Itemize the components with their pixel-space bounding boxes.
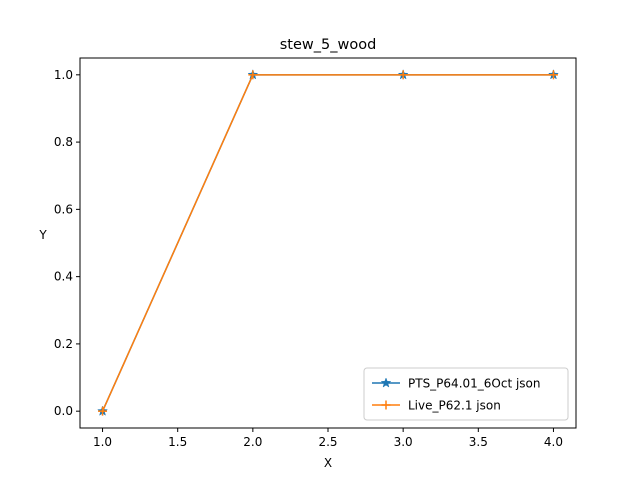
plot-frame [79,57,577,429]
y-tick-label: 0.4 [54,270,73,284]
series-line [101,74,554,412]
data-point [98,406,108,416]
y-axis-ticks: 0.0 0.2 0.4 0.6 0.8 1.0 [54,68,80,418]
y-axis-label: Y [38,228,47,242]
legend-box [363,367,569,421]
plot-content [97,69,559,416]
x-tick-label: 1.5 [168,435,187,449]
x-axis-label: X [324,456,332,470]
y-tick-label: 0.0 [54,404,73,418]
legend: PTS_P64.01_6Oct json Live_P62.1 json [363,367,569,421]
series-2 [98,70,558,416]
series-line [101,74,554,412]
legend-label: Live_P62.1 json [408,399,501,413]
legend-marker [381,400,391,410]
data-point [248,70,258,80]
data-point [548,70,558,80]
y-tick-label: 1.0 [54,68,73,82]
x-tick-label: 4.0 [544,435,563,449]
y-tick-label: 0.2 [54,337,73,351]
data-point [398,70,408,80]
chart-title: stew_5_wood [280,37,377,53]
series-1 [97,69,559,416]
x-tick-label: 3.5 [469,435,488,449]
x-tick-label: 2.0 [243,435,262,449]
legend-entry: PTS_P64.01_6Oct json [372,377,541,391]
x-tick-label: 2.5 [318,435,337,449]
legend-label: PTS_P64.01_6Oct json [408,377,541,391]
x-tick-label: 3.0 [394,435,413,449]
y-tick-label: 0.6 [54,202,73,216]
x-axis-ticks: 1.0 1.5 2.0 2.5 3.0 3.5 4.0 [93,428,563,449]
legend-marker [380,377,392,388]
y-tick-label: 0.8 [54,135,73,149]
legend-entry: Live_P62.1 json [372,399,501,413]
x-tick-label: 1.0 [93,435,112,449]
